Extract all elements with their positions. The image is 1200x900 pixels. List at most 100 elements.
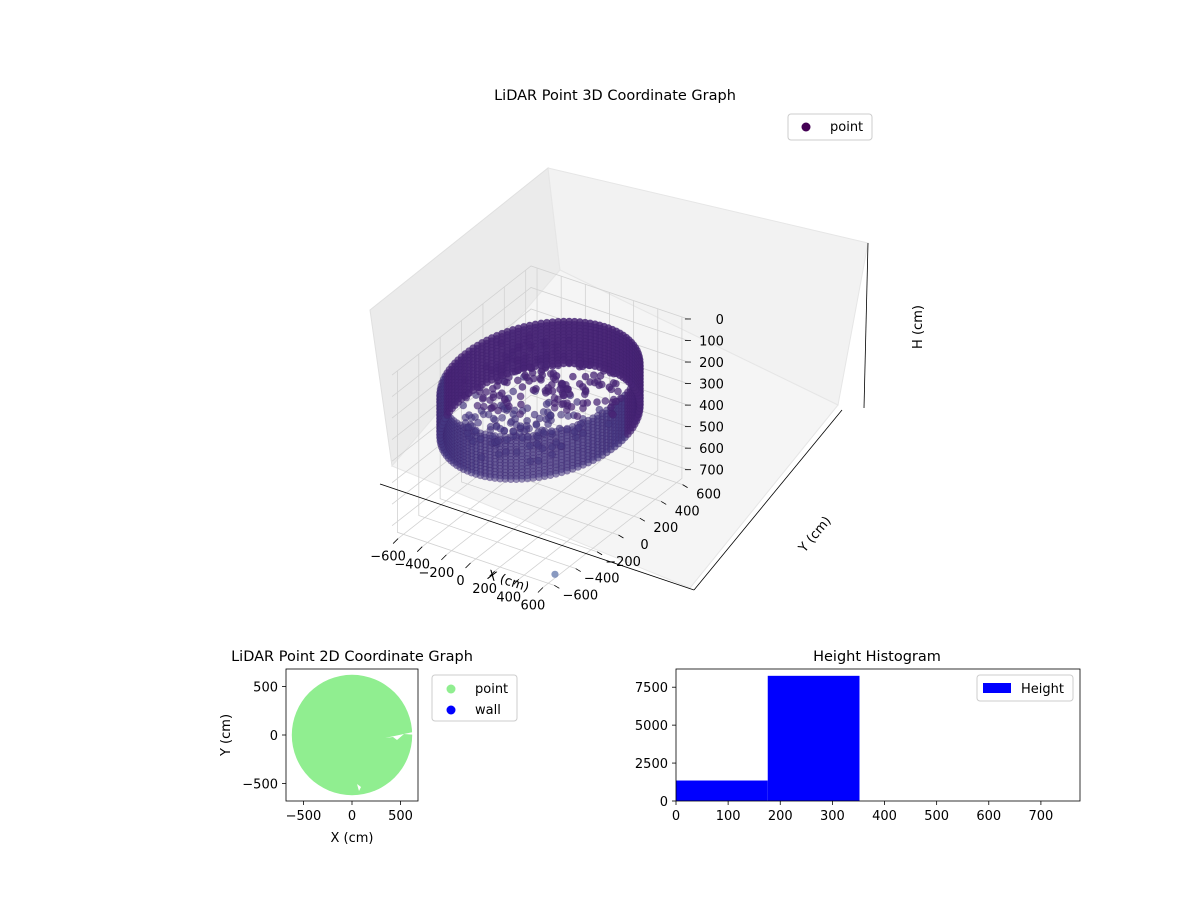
legend-2d-point-label: point bbox=[475, 682, 508, 697]
data-point bbox=[487, 403, 496, 412]
x-tick-label: 100 bbox=[716, 809, 741, 824]
x-tick-label: −600 bbox=[370, 550, 406, 565]
data-point bbox=[479, 402, 488, 411]
data-point bbox=[464, 423, 473, 432]
grid-line-x bbox=[518, 308, 659, 580]
z-tick-label: 0 bbox=[716, 313, 724, 328]
y-tick-label: −400 bbox=[584, 572, 620, 587]
data-point bbox=[482, 388, 491, 396]
x-tick-label: 200 bbox=[768, 809, 793, 824]
chart-2d-title: LiDAR Point 2D Coordinate Graph bbox=[231, 649, 473, 665]
ticks-3d: −600−400−2000200400600−600−400−200020040… bbox=[370, 313, 724, 614]
data-point bbox=[569, 372, 577, 381]
chart-3d: LiDAR Point 3D Coordinate Graph −600 −400… bbox=[369, 88, 926, 614]
data-point bbox=[536, 374, 545, 383]
data-point bbox=[497, 389, 506, 398]
y-tick-label: 2500 bbox=[635, 757, 668, 772]
y-tick-label: −500 bbox=[242, 778, 278, 793]
data-point bbox=[516, 410, 525, 418]
y-axis-line bbox=[693, 409, 843, 591]
data-point bbox=[524, 432, 532, 441]
data-point bbox=[494, 436, 503, 445]
z-tick-label: 300 bbox=[699, 378, 724, 393]
data-point bbox=[589, 371, 598, 380]
data-point bbox=[573, 412, 582, 421]
data-point bbox=[547, 427, 556, 436]
ticks-2d: −500 0 500 −500 0 500 bbox=[242, 680, 413, 824]
grid-line-z bbox=[391, 416, 689, 527]
z-tick-label: 700 bbox=[699, 464, 724, 479]
data-point bbox=[612, 379, 620, 388]
data-point bbox=[533, 439, 541, 448]
y-tick-label: 5000 bbox=[635, 719, 668, 734]
data-point bbox=[552, 438, 561, 447]
data-point bbox=[465, 411, 473, 419]
data-point bbox=[552, 371, 561, 380]
x-tick-label: 0 bbox=[672, 809, 680, 824]
legend-histogram: Height bbox=[976, 674, 1074, 702]
histogram-bar bbox=[767, 675, 860, 801]
data-point bbox=[509, 427, 517, 436]
y-tick-label: 0 bbox=[270, 729, 278, 744]
data-point bbox=[586, 378, 594, 386]
grid-line-y bbox=[397, 370, 555, 586]
data-point bbox=[484, 410, 493, 419]
y-tick bbox=[661, 501, 667, 505]
data-point bbox=[614, 387, 622, 396]
data-point bbox=[555, 424, 564, 433]
data-point bbox=[473, 401, 482, 410]
x-axis-line bbox=[379, 483, 695, 591]
y-tick bbox=[554, 584, 560, 589]
x-tick bbox=[537, 587, 544, 593]
data-point bbox=[476, 434, 485, 443]
x-tick-label: 0 bbox=[348, 809, 356, 824]
legend-2d-point-marker bbox=[446, 684, 456, 694]
y-tick bbox=[682, 484, 688, 488]
x-tick bbox=[441, 554, 447, 561]
data-point bbox=[518, 383, 527, 391]
chart-2d-plot bbox=[291, 674, 418, 796]
grid-line-z bbox=[391, 265, 689, 376]
legend-histogram-label: Height bbox=[1021, 682, 1064, 697]
y-tick-label: 0 bbox=[640, 538, 648, 553]
data-point bbox=[526, 441, 534, 450]
y-tick-label: 0 bbox=[660, 795, 668, 810]
y-tick bbox=[618, 534, 624, 539]
chart-3d-title: LiDAR Point 3D Coordinate Graph bbox=[494, 88, 736, 104]
chart-2d-xlabel: X (cm) bbox=[331, 831, 374, 846]
histogram-bar bbox=[676, 780, 768, 801]
data-point bbox=[494, 406, 502, 415]
y-tick-label: −200 bbox=[605, 555, 641, 570]
data-point bbox=[479, 393, 487, 402]
x-tick-label: −500 bbox=[286, 809, 322, 824]
x-tick bbox=[416, 546, 423, 552]
data-point bbox=[542, 400, 551, 409]
legend-3d: point bbox=[787, 113, 873, 141]
grid-line-y bbox=[418, 354, 576, 569]
data-point bbox=[516, 392, 525, 401]
data-point bbox=[489, 393, 498, 402]
legend-2d-wall-label: wall bbox=[475, 703, 501, 718]
data-point bbox=[539, 429, 548, 437]
legend-2d: point wall bbox=[431, 674, 518, 722]
z-tick-label: 400 bbox=[699, 399, 724, 414]
data-point bbox=[579, 429, 587, 438]
x-tick-label: 400 bbox=[872, 809, 897, 824]
data-point bbox=[578, 382, 587, 391]
x-tick-label: 200 bbox=[472, 582, 497, 597]
x-tick-label: 300 bbox=[820, 809, 845, 824]
data-point bbox=[503, 435, 511, 444]
z-tick-label: 600 bbox=[699, 442, 724, 457]
legend-histogram-box bbox=[976, 674, 1074, 702]
histogram-frame bbox=[675, 668, 1081, 802]
data-point bbox=[550, 399, 559, 407]
data-point bbox=[563, 385, 572, 393]
data-point bbox=[567, 402, 576, 411]
grid-line-z bbox=[391, 287, 689, 397]
data-point bbox=[503, 398, 511, 407]
ticks-histogram: 0 100 200 300 400 500 600 700 0 2500 5000 7500 bbox=[635, 681, 1053, 824]
data-point bbox=[595, 381, 603, 390]
data-point bbox=[556, 385, 564, 394]
data-point bbox=[607, 403, 615, 411]
